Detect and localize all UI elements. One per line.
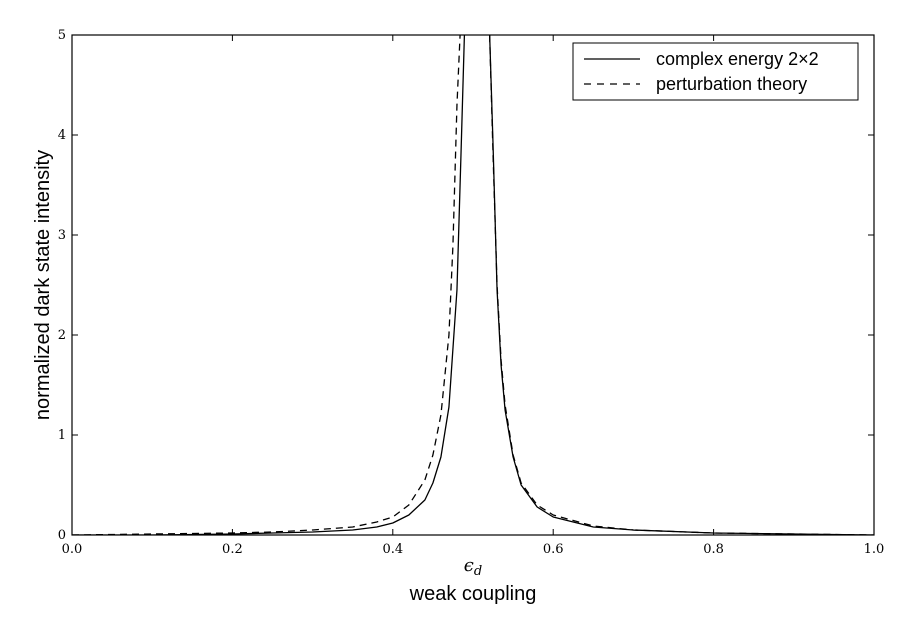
x-tick-label-4: 0.8 — [703, 542, 724, 557]
x-axis-symbol-subscript: d — [474, 564, 482, 579]
legend-frame — [572, 42, 859, 101]
x-tick-label-2: 0.4 — [382, 542, 403, 557]
series-layer — [72, 35, 874, 535]
x-axis-symbol: ϵd — [464, 555, 482, 579]
y-tick-label-2: 2 — [58, 328, 66, 343]
x-axis-symbol-main: ϵ — [464, 555, 474, 576]
y-axis-ticks: 0 1 2 3 4 5 — [58, 28, 874, 543]
y-tick-label-4: 4 — [58, 128, 66, 143]
plot-frame — [71, 34, 875, 536]
series-line-0 — [72, 35, 874, 535]
x-tick-label-5: 1.0 — [864, 542, 885, 557]
x-tick-label-1: 0.2 — [222, 542, 243, 557]
series-line-1 — [72, 35, 874, 535]
y-axis-title: normalized dark state intensity — [32, 150, 54, 420]
y-tick-label-1: 1 — [58, 428, 66, 443]
legend-label-0: complex energy 2×2 — [656, 49, 819, 69]
y-tick-label-3: 3 — [58, 228, 66, 243]
legend: complex energy 2×2 perturbation theory — [572, 42, 859, 101]
x-tick-label-0: 0.0 — [62, 542, 83, 557]
x-axis-caption: weak coupling — [409, 583, 537, 605]
y-tick-label-5: 5 — [58, 28, 66, 43]
x-tick-label-3: 0.6 — [543, 542, 564, 557]
y-tick-label-0: 0 — [58, 528, 66, 543]
legend-label-1: perturbation theory — [656, 74, 807, 94]
x-axis-ticks: 0.0 0.2 0.4 0.6 0.8 1.0 — [62, 35, 885, 557]
